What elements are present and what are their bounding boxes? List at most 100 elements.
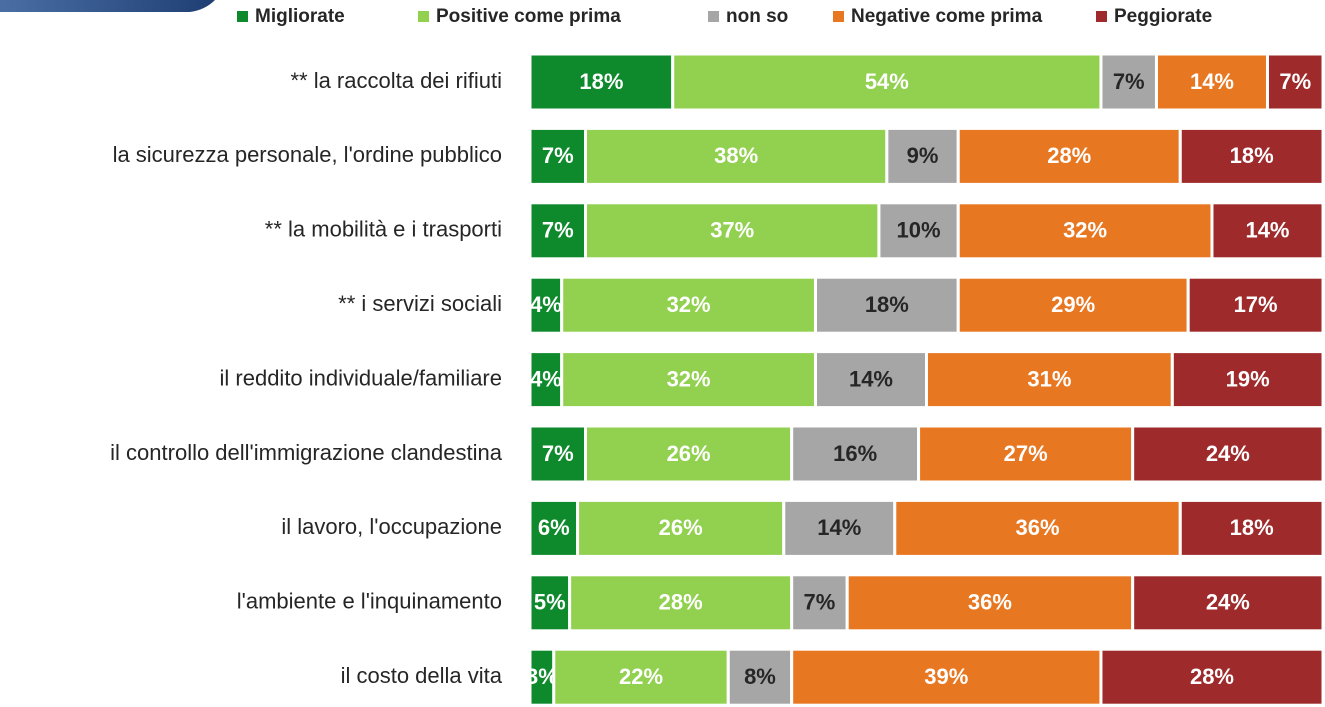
value-label: 14% bbox=[817, 515, 861, 540]
value-label: 38% bbox=[714, 143, 758, 168]
value-label: 8% bbox=[744, 664, 776, 689]
value-label: 6% bbox=[538, 515, 570, 540]
bar-segment bbox=[1131, 573, 1325, 633]
value-label: 26% bbox=[659, 515, 703, 540]
value-label: 5% bbox=[534, 590, 566, 615]
bar-segment bbox=[528, 275, 564, 335]
value-label: 32% bbox=[667, 366, 711, 391]
bar-segment bbox=[1099, 647, 1325, 707]
value-label: 14% bbox=[1245, 218, 1289, 243]
bar-segment bbox=[1178, 498, 1325, 558]
category-label: l'ambiente e l'inquinamento bbox=[237, 589, 502, 614]
value-label: 4% bbox=[530, 292, 562, 317]
bar-segment bbox=[877, 201, 960, 261]
value-label: 7% bbox=[542, 143, 574, 168]
value-label: 27% bbox=[1004, 441, 1048, 466]
value-label: 7% bbox=[804, 590, 836, 615]
value-label: 17% bbox=[1234, 292, 1278, 317]
legend-swatch bbox=[418, 11, 429, 22]
bar-segment bbox=[726, 647, 794, 707]
bar-segment bbox=[552, 647, 730, 707]
value-label: 32% bbox=[667, 292, 711, 317]
bar-segment bbox=[917, 424, 1135, 484]
bar-segment bbox=[584, 424, 794, 484]
value-label: 7% bbox=[542, 218, 574, 243]
bar-segment bbox=[528, 350, 564, 410]
value-label: 18% bbox=[865, 292, 909, 317]
bar-segment bbox=[560, 350, 817, 410]
bar-segment bbox=[528, 52, 675, 112]
value-label: 18% bbox=[1230, 143, 1274, 168]
value-label: 24% bbox=[1206, 441, 1250, 466]
value-label: 4% bbox=[530, 366, 562, 391]
value-label: 31% bbox=[1027, 366, 1071, 391]
bar-segment bbox=[956, 275, 1190, 335]
value-label: 7% bbox=[542, 441, 574, 466]
legend-swatch bbox=[708, 11, 719, 22]
bar-segment bbox=[956, 126, 1182, 186]
bar-segment bbox=[1265, 52, 1325, 112]
bar-segment bbox=[1210, 201, 1325, 261]
bar-segment bbox=[560, 275, 817, 335]
bar-segment bbox=[1178, 126, 1325, 186]
value-label: 16% bbox=[833, 441, 877, 466]
value-label: 39% bbox=[924, 664, 968, 689]
value-label: 28% bbox=[1190, 664, 1234, 689]
value-label: 18% bbox=[579, 69, 623, 94]
bar-segment bbox=[1186, 275, 1325, 335]
category-label: il costo della vita bbox=[341, 663, 503, 688]
value-label: 14% bbox=[849, 366, 893, 391]
category-label: ** la raccolta dei rifiuti bbox=[290, 68, 502, 93]
value-label: 54% bbox=[865, 69, 909, 94]
category-label: il controllo dell'immigrazione clandesti… bbox=[110, 440, 503, 465]
value-label: 28% bbox=[659, 590, 703, 615]
bar-segment bbox=[584, 126, 889, 186]
value-label: 18% bbox=[1230, 515, 1274, 540]
value-label: 14% bbox=[1190, 69, 1234, 94]
legend-swatch bbox=[833, 11, 844, 22]
category-label: ** la mobilità e i trasporti bbox=[265, 217, 502, 242]
bar-segment bbox=[790, 424, 921, 484]
category-label: il reddito individuale/familiare bbox=[220, 365, 502, 390]
bar-segment bbox=[528, 498, 580, 558]
legend-label: non so bbox=[726, 6, 788, 27]
bar-segment bbox=[956, 201, 1214, 261]
legend-swatch bbox=[1096, 11, 1107, 22]
bar-segment bbox=[1131, 424, 1325, 484]
category-label: ** i servizi sociali bbox=[338, 291, 502, 316]
value-label: 10% bbox=[897, 218, 941, 243]
value-label: 9% bbox=[907, 143, 939, 168]
bar-segment bbox=[671, 52, 1103, 112]
legend-label: Negative come prima bbox=[851, 6, 1043, 27]
value-label: 29% bbox=[1051, 292, 1095, 317]
category-label: la sicurezza personale, l'ordine pubblic… bbox=[113, 142, 502, 167]
legend-label: Peggiorate bbox=[1114, 6, 1212, 27]
value-label: 7% bbox=[1279, 69, 1311, 94]
bar-segment bbox=[584, 201, 881, 261]
value-label: 19% bbox=[1226, 366, 1270, 391]
bar-segment bbox=[893, 498, 1182, 558]
value-label: 32% bbox=[1063, 218, 1107, 243]
legend-label: Migliorate bbox=[255, 6, 345, 27]
bar-segment bbox=[790, 647, 1103, 707]
category-label: il lavoro, l'occupazione bbox=[281, 514, 502, 539]
bar-segment bbox=[813, 350, 928, 410]
value-label: 7% bbox=[1113, 69, 1145, 94]
value-label: 22% bbox=[619, 664, 663, 689]
value-label: 28% bbox=[1047, 143, 1091, 168]
value-label: 26% bbox=[667, 441, 711, 466]
value-label: 24% bbox=[1206, 590, 1250, 615]
bar-segment bbox=[885, 126, 960, 186]
legend-swatch bbox=[237, 11, 248, 22]
bar-segment bbox=[1099, 52, 1158, 112]
bar-segment bbox=[790, 573, 849, 633]
bar-segment bbox=[1170, 350, 1325, 410]
bar-segment bbox=[528, 573, 572, 633]
bar-segment bbox=[568, 573, 794, 633]
value-label: 36% bbox=[1015, 515, 1059, 540]
value-label: 37% bbox=[710, 218, 754, 243]
value-label: 36% bbox=[968, 590, 1012, 615]
legend-label: Positive come prima bbox=[436, 6, 621, 27]
header-decoration bbox=[0, 0, 215, 12]
